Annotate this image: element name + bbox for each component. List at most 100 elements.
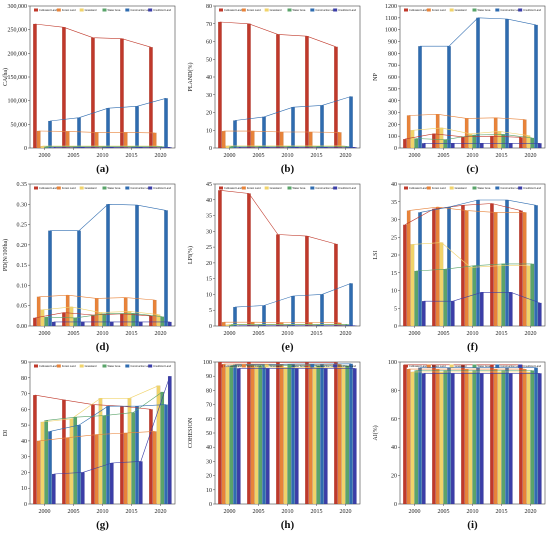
y-tick-label: 0.15 [17,263,28,269]
bar [279,364,284,505]
y-tick-label: 5 [209,308,212,314]
y-tick-label: 20 [206,111,212,117]
y-tick-label: 70 [206,22,212,28]
y-tick-label: 45 [206,182,212,188]
bar [497,265,502,327]
bar [450,143,455,149]
bar [106,406,110,505]
x-tick-label: 2020 [340,331,352,337]
bar [410,130,415,149]
legend-swatch [241,186,246,190]
bar [468,371,473,505]
legend-label: Cultivated Land [409,364,428,368]
legend-swatch [310,186,315,190]
legend-swatch [56,186,61,190]
panel-label: (c) [466,163,479,175]
chart-svg: 0.00 0.05 0.10 0.15 0.20 0.25 0.30 0.35 PD(N/100… [2,182,176,353]
x-tick-label: 2015 [311,509,323,515]
legend-label: Cultivated Land [224,8,243,12]
legend-swatch [333,186,338,190]
bar [265,368,270,505]
bar [225,324,230,327]
bar [320,294,324,327]
legend-swatch [495,8,500,12]
bar [537,373,542,505]
bar [106,108,110,149]
legend-label: Water Area [478,8,491,12]
y-tick-label: 35 [391,200,397,206]
bar [497,131,502,149]
legend-swatch [404,364,408,368]
y-tick-label: 600 [388,75,397,81]
legend-label: Water Area [108,364,121,368]
legend-swatch [404,8,408,12]
bar [94,434,99,505]
bar [308,364,313,505]
bar [414,370,419,505]
x-tick-label: 2010 [282,509,294,515]
chart-svg: 0 5 10 15 20 25 30 35 40 LSI 2000 2005 2010 2015 2020 C… [373,182,546,353]
bar [490,364,494,505]
bar [526,371,531,505]
y-tick-label: 90 [206,374,212,380]
legend-label: Grassland [455,364,467,368]
bar [312,367,317,505]
bar [98,398,103,505]
legend-label: Forest Land [247,8,261,12]
bar [464,210,469,327]
y-tick-label: 40 [206,198,212,204]
bar [152,132,157,149]
trend-line [408,113,525,120]
bar [131,313,136,327]
bar [530,370,535,505]
trend-line [234,363,352,366]
bar [505,367,509,505]
legend-label: Grassland [270,8,282,12]
y-tick-label: 200,000 [8,51,28,57]
legend-label: Construction Land [315,8,337,12]
chart-svg: 0 10 20 30 40 50 60 70 80 90 100 COHESION 2000 2005 20… [188,360,361,531]
x-tick-label: 2005 [68,153,80,159]
bar [414,270,419,327]
bar [164,404,168,505]
y-tick-label: 0 [24,146,27,152]
trend-line [49,98,167,122]
bar [51,321,56,327]
legend-label: Construction Land [500,8,522,12]
bar [69,418,74,505]
legend-label: Grassland [85,364,97,368]
x-tick-label: 2020 [155,509,167,515]
y-tick-label: 20 [391,253,397,259]
legend-swatch [148,8,153,12]
y-tick-label: 0 [209,502,212,508]
x-tick-label: 2000 [39,509,51,515]
legend-swatch [287,186,292,190]
bar [33,23,37,149]
legend-swatch [264,186,269,190]
panel-i: 0 20 40 60 80 100 AI(%) 2000 2005 2010 2015 2020 Cul… [370,356,550,536]
y-tick-label: 0 [24,502,27,508]
x-tick-label: 2000 [39,331,51,337]
y-tick-label: 0.35 [17,182,28,188]
bar [352,368,357,505]
bar [530,137,535,149]
y-tick-label: 80 [206,4,212,10]
legend-swatch [518,8,523,12]
legend-label: Grassland [270,364,282,368]
bar [131,412,136,505]
bar [123,432,128,505]
bar [432,133,436,149]
legend-swatch [125,186,130,190]
bar [406,115,411,149]
bar [33,317,37,327]
y-tick-label: 250,000 [8,28,28,34]
x-tick-label: 2000 [409,331,421,337]
legend-swatch [34,364,38,368]
bar [236,147,241,149]
bar [160,316,165,327]
panel-d: 0.00 0.05 0.10 0.15 0.20 0.25 0.30 0.35 PD(N/100… [0,178,180,358]
y-tick-label: 0.10 [17,283,28,289]
legend-label: Unutilized Land [153,364,171,368]
legend-swatch [241,364,246,368]
